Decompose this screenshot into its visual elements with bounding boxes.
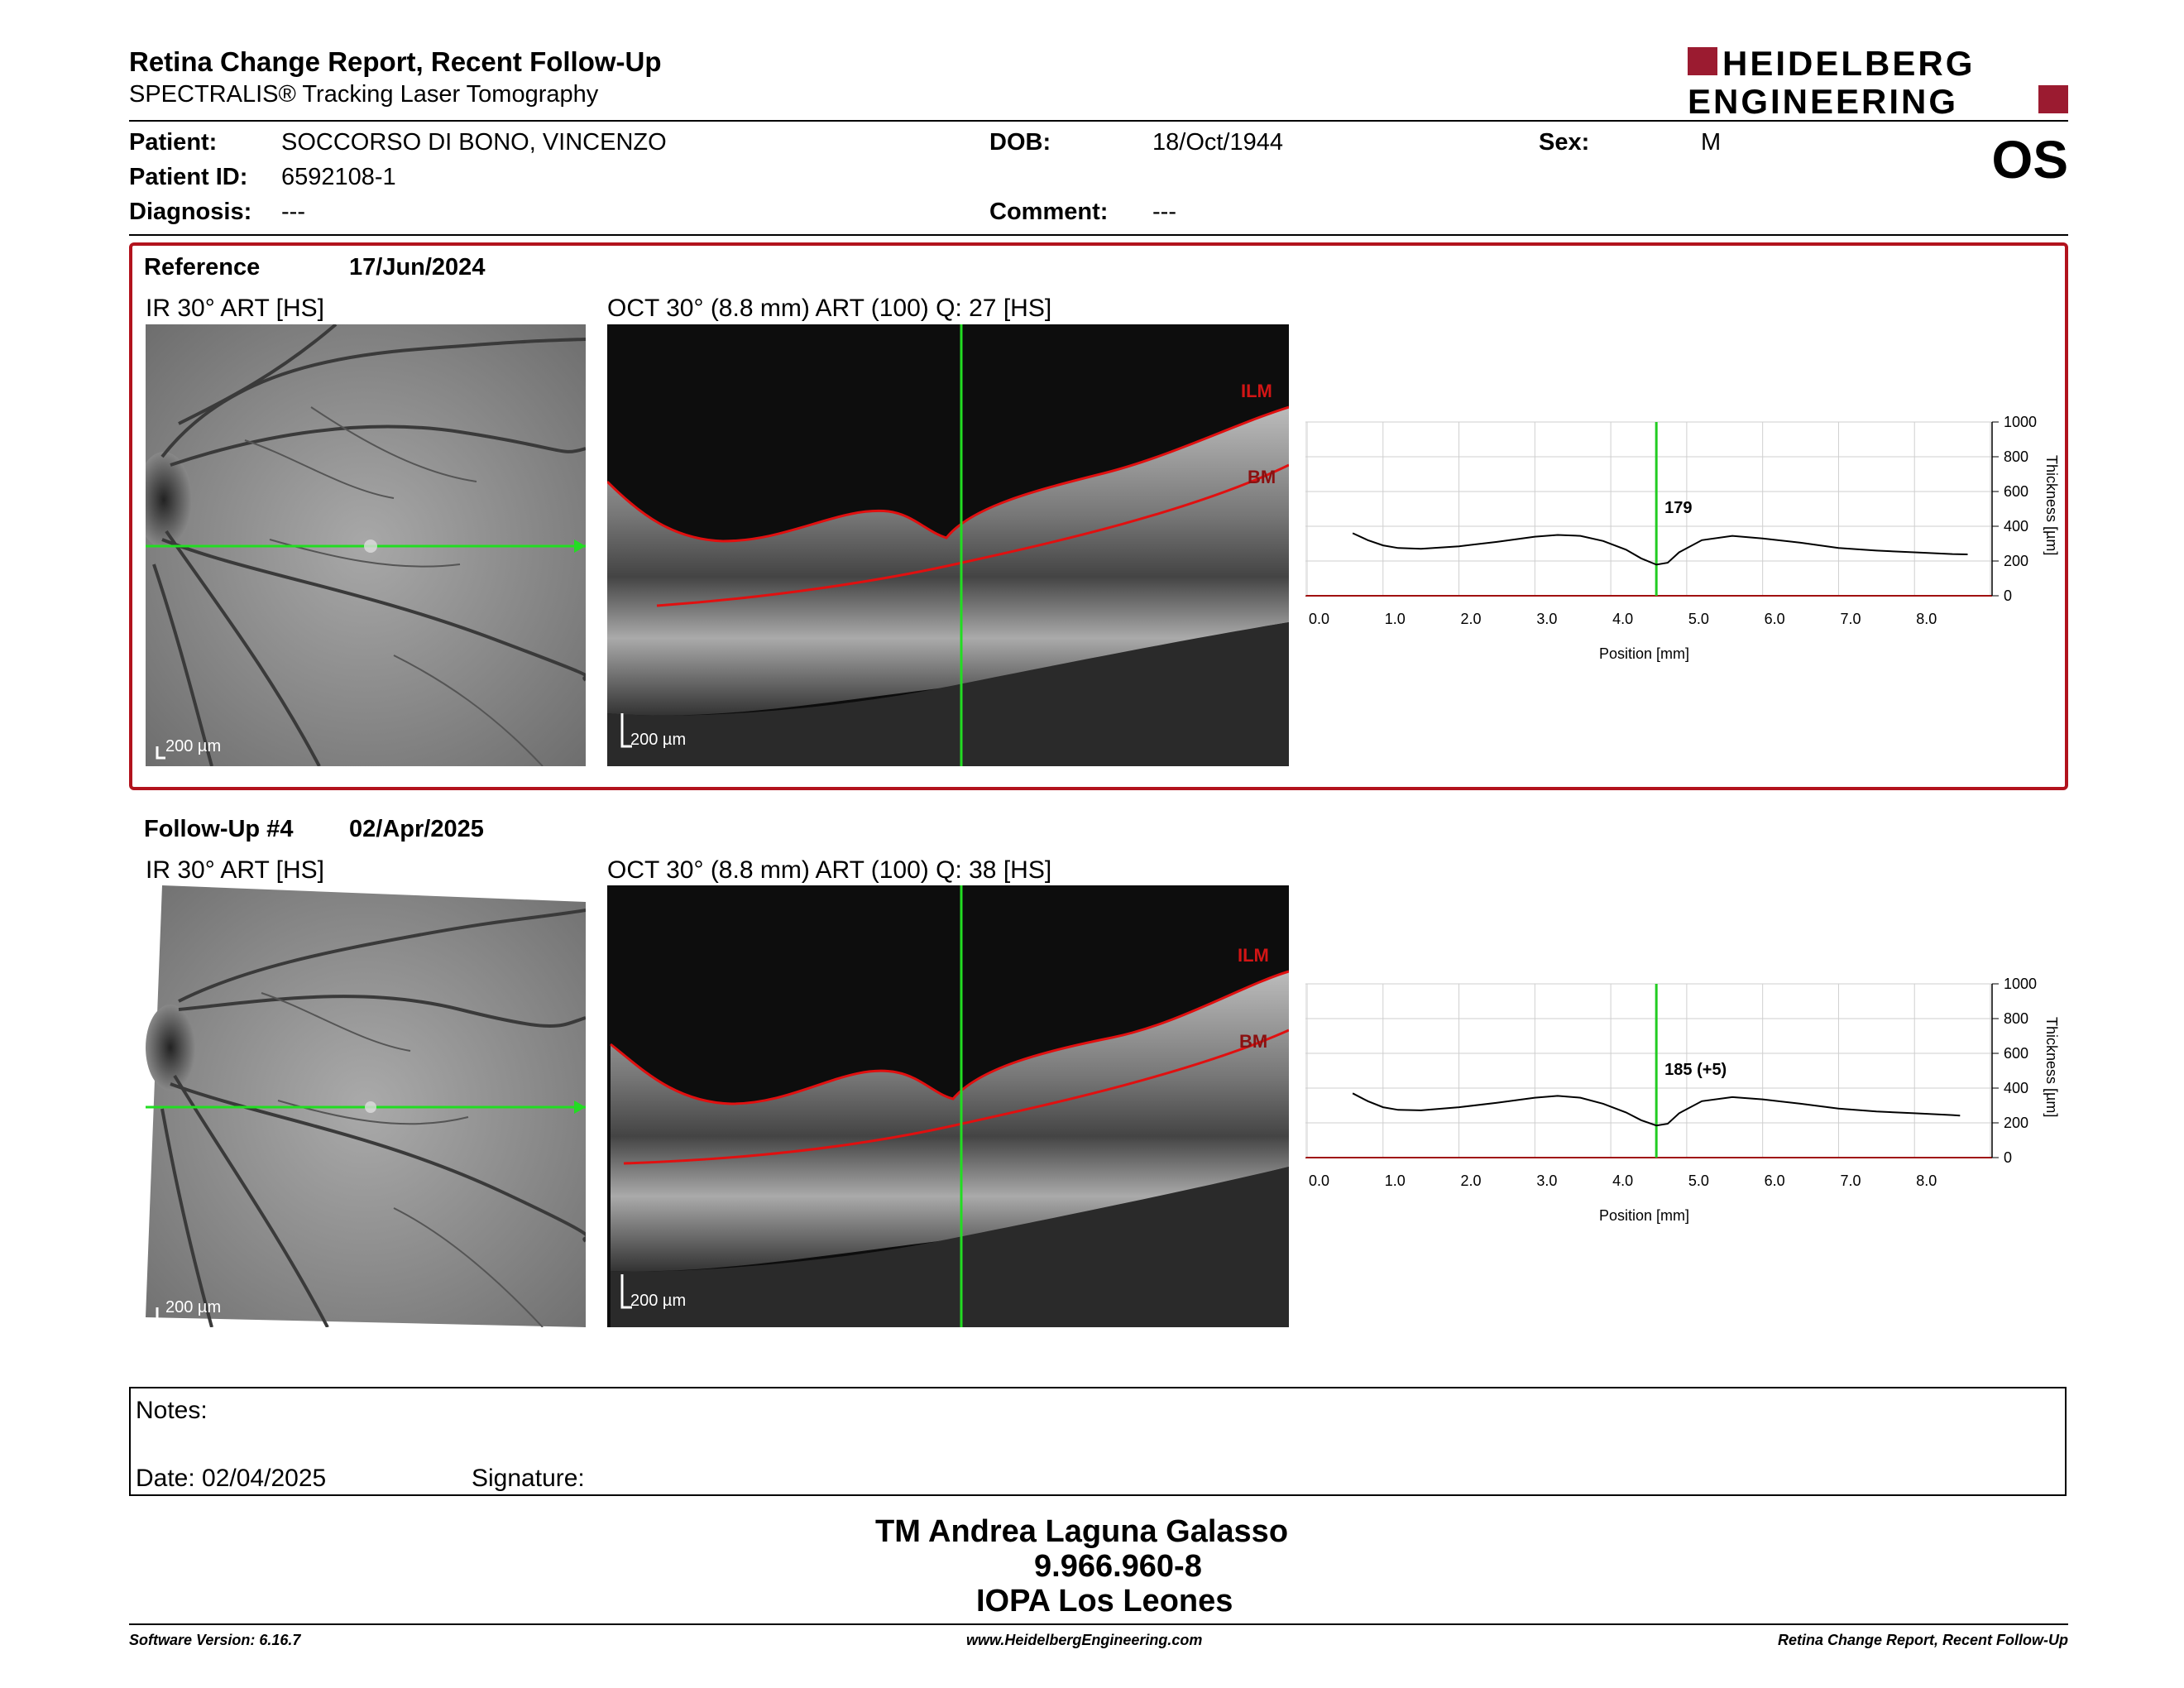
position-marker-value: 179 — [1664, 499, 1692, 517]
x-axis-label: Position [mm] — [1599, 1207, 1689, 1224]
x-tick-label: 6.0 — [1765, 1172, 1785, 1189]
header-divider — [129, 120, 2068, 122]
y-tick-label: 0 — [2004, 587, 2012, 604]
x-tick-label: 7.0 — [1840, 611, 1861, 627]
followup-ir-title: IR 30° ART [HS] — [146, 856, 324, 884]
followup-date: 02/Apr/2025 — [349, 816, 484, 842]
x-tick-label: 1.0 — [1385, 611, 1406, 627]
followup-oct-scale: 200 µm — [630, 1292, 686, 1310]
reference-ir-title: IR 30° ART [HS] — [146, 295, 324, 322]
x-tick-label: 3.0 — [1536, 611, 1557, 627]
sex-label: Sex: — [1539, 129, 1590, 156]
y-tick-label: 1000 — [2004, 976, 2037, 992]
reference-ir-fundus-image[interactable]: 200 µm — [146, 324, 586, 766]
notes-date: Date: 02/04/2025 — [136, 1465, 327, 1492]
diagnosis-value: --- — [281, 199, 305, 225]
sex-value: M — [1701, 129, 1722, 156]
followup-ilm-label: ILM — [1238, 945, 1269, 966]
x-tick-label: 0.0 — [1309, 611, 1329, 627]
x-tick-label: 4.0 — [1612, 611, 1633, 627]
followup-bm-label: BM — [1239, 1031, 1267, 1052]
signature-label: Signature: — [472, 1465, 585, 1492]
logo-line-1: HEIDELBERG — [1722, 46, 1975, 83]
reference-oct-title: OCT 30° (8.8 mm) ART (100) Q: 27 [HS] — [607, 295, 1052, 322]
signer-institution: IOPA Los Leones — [976, 1584, 1233, 1618]
reference-ilm-label: ILM — [1241, 381, 1272, 401]
dob-label: DOB: — [989, 129, 1051, 156]
x-axis-label: Position [mm] — [1599, 645, 1689, 662]
y-axis-label: Thickness [µm] — [2043, 455, 2060, 555]
x-tick-label: 8.0 — [1916, 1172, 1937, 1189]
report-subtitle: SPECTRALIS® Tracking Laser Tomography — [129, 81, 599, 108]
comment-label: Comment: — [989, 199, 1109, 225]
diagnosis-label: Diagnosis: — [129, 199, 252, 225]
footer-report-name: Retina Change Report, Recent Follow-Up — [1777, 1632, 2068, 1648]
y-tick-label: 600 — [2004, 483, 2028, 500]
y-tick-label: 600 — [2004, 1045, 2028, 1062]
reference-label: Reference — [144, 254, 261, 281]
comment-value: --- — [1152, 199, 1176, 225]
y-tick-label: 800 — [2004, 448, 2028, 465]
y-tick-label: 400 — [2004, 518, 2028, 535]
x-tick-label: 2.0 — [1461, 611, 1482, 627]
x-tick-label: 0.0 — [1309, 1172, 1329, 1189]
followup-oct-bscan-image[interactable]: ILM BM 200 µm — [607, 885, 1289, 1327]
patient-name: SOCCORSO DI BONO, VINCENZO — [281, 129, 667, 156]
reference-oct-scale: 200 µm — [630, 731, 686, 749]
dob-value: 18/Oct/1944 — [1152, 129, 1283, 156]
x-tick-label: 8.0 — [1916, 611, 1937, 627]
y-axis-label: Thickness [µm] — [2043, 1017, 2060, 1117]
software-version: Software Version: 6.16.7 — [129, 1632, 301, 1648]
x-tick-label: 5.0 — [1688, 611, 1709, 627]
eye-indicator: OS — [1991, 130, 2068, 189]
thickness-series-line — [1352, 532, 1968, 566]
followup-ir-scale: 200 µm — [165, 1298, 221, 1316]
followup-oct-title: OCT 30° (8.8 mm) ART (100) Q: 38 [HS] — [607, 856, 1052, 884]
followup-label: Follow-Up #4 — [144, 816, 294, 842]
y-tick-label: 0 — [2004, 1149, 2012, 1166]
y-tick-label: 400 — [2004, 1080, 2028, 1096]
reference-bm-label: BM — [1248, 467, 1276, 487]
x-tick-label: 3.0 — [1536, 1172, 1557, 1189]
y-tick-label: 800 — [2004, 1010, 2028, 1027]
footer-divider — [129, 1623, 2068, 1625]
patient-id-value: 6592108-1 — [281, 164, 396, 190]
y-tick-label: 1000 — [2004, 414, 2037, 430]
y-tick-label: 200 — [2004, 1115, 2028, 1131]
notes-label: Notes: — [136, 1397, 208, 1424]
x-tick-label: 6.0 — [1765, 611, 1785, 627]
logo-line-2: ENGINEERING — [1688, 82, 1958, 117]
signer-name: TM Andrea Laguna Galasso — [875, 1514, 1289, 1549]
website-link[interactable]: www.HeidelbergEngineering.com — [966, 1632, 1203, 1648]
reference-ir-scale: 200 µm — [165, 737, 221, 755]
y-tick-label: 200 — [2004, 553, 2028, 569]
position-marker-value: 185 (+5) — [1664, 1061, 1727, 1079]
reference-oct-bscan-image[interactable]: ILM BM 200 µm — [607, 324, 1289, 766]
reference-date: 17/Jun/2024 — [349, 254, 486, 281]
x-tick-label: 5.0 — [1688, 1172, 1709, 1189]
patient-label: Patient: — [129, 129, 218, 156]
x-tick-label: 4.0 — [1612, 1172, 1633, 1189]
signer-id: 9.966.960-8 — [1034, 1549, 1202, 1584]
thickness-series-line — [1352, 1092, 1961, 1127]
reference-thickness-chart: 0 200 400 600 800 1000 0.0 1.0 2.0 3.0 4.0 5.0 6.0 7.… — [1305, 414, 2060, 662]
heidelberg-logo: HEIDELBERG ENGINEERING — [1688, 46, 2068, 117]
notes-box[interactable] — [129, 1387, 2067, 1496]
x-tick-label: 2.0 — [1461, 1172, 1482, 1189]
reference-section-frame — [129, 242, 2068, 790]
x-tick-label: 7.0 — [1840, 1172, 1861, 1189]
report-title: Retina Change Report, Recent Follow-Up — [129, 46, 662, 77]
patient-divider — [129, 234, 2068, 236]
followup-thickness-chart: 0 200 400 600 800 1000 0.0 1.0 2.0 3.0 4.0 5.0 6.0 7.… — [1305, 976, 2060, 1224]
patient-id-label: Patient ID: — [129, 164, 248, 190]
x-tick-label: 1.0 — [1385, 1172, 1406, 1189]
followup-ir-fundus-image[interactable]: 200 µm — [146, 885, 586, 1327]
